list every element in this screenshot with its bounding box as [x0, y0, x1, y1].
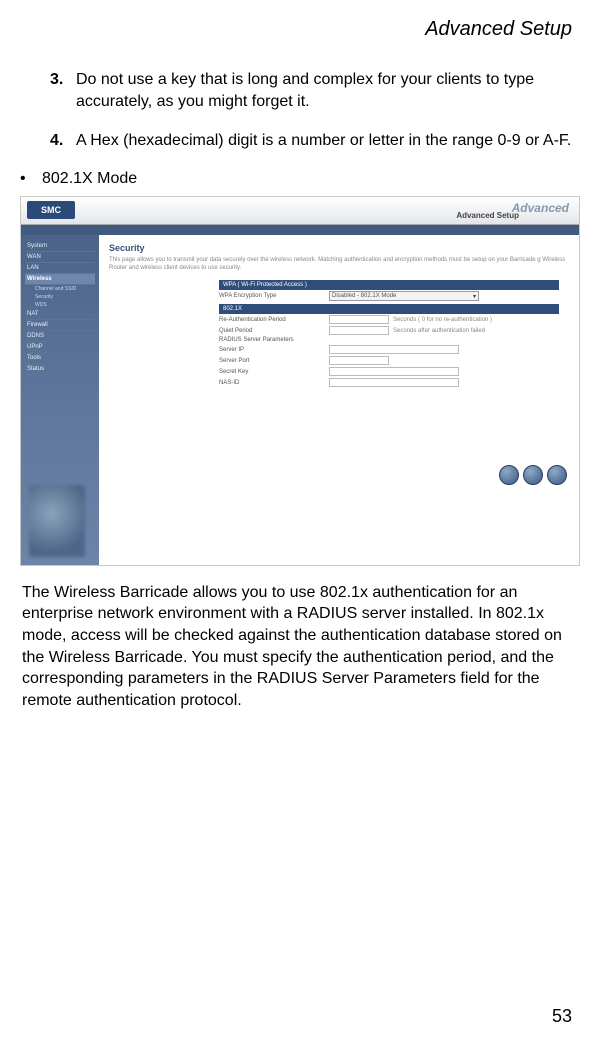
body-text-content: The Wireless Barricade allows you to use… [22, 584, 562, 709]
content-block: 3.Do not use a key that is long and comp… [0, 41, 600, 152]
sidebar-item-wireless[interactable]: Wireless [25, 274, 95, 285]
smc-logo: SMC [27, 201, 75, 219]
wpa-bar: WPA ( Wi-Fi Protected Access ) [219, 280, 559, 290]
sidebar-item-lan[interactable]: LAN [25, 263, 95, 274]
ss-topbar: SMC Advanced Advanced Setup [21, 197, 579, 225]
page-number: 53 [552, 1006, 572, 1027]
fld-serverip[interactable] [329, 345, 459, 354]
row-secret: Secret Key [219, 366, 559, 377]
wpa-label: WPA Encryption Type [219, 293, 329, 299]
sidebar-sub-wds[interactable]: WDS [25, 301, 95, 309]
lbl-serverip: Server IP [219, 347, 329, 353]
lbl-radius: RADIUS Server Parameters [219, 337, 329, 343]
wpa-row: WPA Encryption Type Disabled - 802.1X Mo… [219, 290, 559, 302]
fld-secret[interactable] [329, 367, 459, 376]
lbl-secret: Secret Key [219, 369, 329, 375]
sidebar-sub-security[interactable]: Security [25, 293, 95, 301]
help-button[interactable] [499, 465, 519, 485]
fld-nas[interactable] [329, 378, 459, 387]
row-nas: NAS-ID [219, 377, 559, 388]
header-title: Advanced Setup [425, 18, 572, 40]
row-serverip: Server IP [219, 344, 559, 355]
lbl-reauth: Re-Authentication Period [219, 317, 329, 323]
list-num-3: 3. [50, 69, 76, 91]
lbl-serverport: Server Port [219, 358, 329, 364]
list-item-3: 3.Do not use a key that is long and comp… [76, 69, 572, 112]
x-bar: 802.1X [219, 304, 559, 314]
page-header: Advanced Setup [0, 0, 600, 41]
body-paragraph: The Wireless Barricade allows you to use… [0, 576, 600, 712]
ss-body: System WAN LAN Wireless Channel and SSID… [21, 235, 579, 565]
sidebar-item-firewall[interactable]: Firewall [25, 320, 95, 331]
ss-subtitle: Advanced Setup [456, 211, 519, 220]
sidebar-item-system[interactable]: System [25, 241, 95, 252]
fld-serverport[interactable] [329, 356, 389, 365]
note-reauth: Seconds ( 0 for no re-authentication ) [393, 317, 492, 323]
row-serverport: Server Port [219, 355, 559, 366]
sidebar-item-status[interactable]: Status [25, 364, 95, 375]
ss-title-shadow: Advanced [512, 201, 569, 215]
sidebar-sub-channel[interactable]: Channel and SSID [25, 285, 95, 293]
sidebar-item-wan[interactable]: WAN [25, 252, 95, 263]
fld-reauth[interactable] [329, 315, 389, 324]
wpa-select[interactable]: Disabled - 802.1X Mode ▾ [329, 291, 479, 301]
bullet-dot: • [20, 170, 42, 188]
mode-label: 802.1X Mode [42, 170, 137, 187]
ss-navstrip [21, 225, 579, 235]
cancel-button[interactable] [547, 465, 567, 485]
sidebar-item-ddns[interactable]: DDNS [25, 331, 95, 342]
ss-main: Security This page allows you to transmi… [99, 235, 579, 565]
ss-panel: WPA ( Wi-Fi Protected Access ) WPA Encry… [219, 280, 559, 388]
row-radius-hdr: RADIUS Server Parameters [219, 336, 559, 344]
sidebar-item-tools[interactable]: Tools [25, 353, 95, 364]
list-text-3: Do not use a key that is long and comple… [76, 71, 534, 110]
security-heading: Security [109, 243, 569, 253]
security-desc: This page allows you to transmit your da… [109, 257, 569, 273]
ss-buttons [499, 465, 567, 485]
sidebar-item-nat[interactable]: NAT [25, 309, 95, 320]
lbl-nas: NAS-ID [219, 380, 329, 386]
mode-line: •802.1X Mode [20, 170, 600, 188]
apply-button[interactable] [523, 465, 543, 485]
list-item-4: 4.A Hex (hexadecimal) digit is a number … [76, 130, 572, 152]
fld-quiet[interactable] [329, 326, 389, 335]
list-text-4: A Hex (hexadecimal) digit is a number or… [76, 132, 571, 149]
chevron-down-icon: ▾ [473, 293, 476, 300]
lbl-quiet: Quiet Period [219, 328, 329, 334]
row-quiet: Quiet Period Seconds after authenticatio… [219, 325, 559, 336]
router-screenshot: SMC Advanced Advanced Setup System WAN L… [20, 196, 580, 566]
list-num-4: 4. [50, 130, 76, 152]
note-quiet: Seconds after authentication failed [393, 328, 485, 334]
sidebar-item-upnp[interactable]: UPnP [25, 342, 95, 353]
row-reauth: Re-Authentication Period Seconds ( 0 for… [219, 314, 559, 325]
ss-sidebar: System WAN LAN Wireless Channel and SSID… [21, 235, 99, 565]
wpa-select-value: Disabled - 802.1X Mode [332, 293, 396, 299]
sidebar-deco-image [29, 485, 85, 557]
